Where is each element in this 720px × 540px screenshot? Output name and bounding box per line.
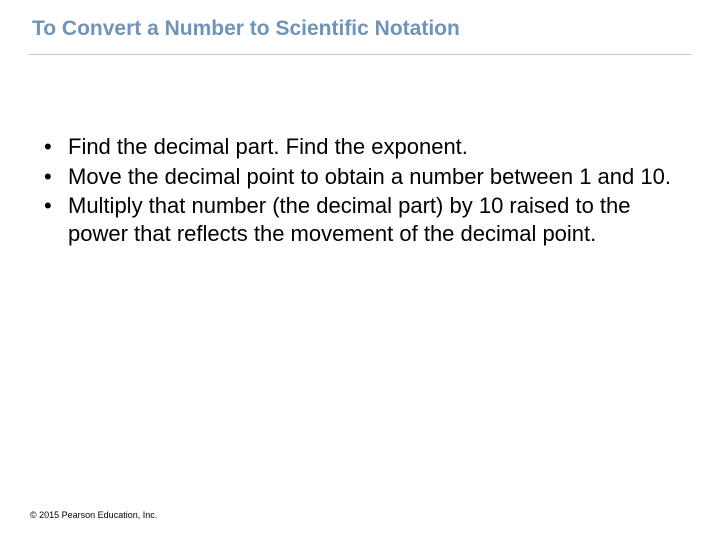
list-item: Move the decimal point to obtain a numbe… xyxy=(40,163,672,191)
copyright-footer: © 2015 Pearson Education, Inc. xyxy=(30,510,157,520)
list-item: Multiply that number (the decimal part) … xyxy=(40,192,672,247)
slide-title: To Convert a Number to Scientific Notati… xyxy=(28,16,692,50)
list-item: Find the decimal part. Find the exponent… xyxy=(40,133,672,161)
slide-body: Find the decimal part. Find the exponent… xyxy=(28,55,692,247)
bullet-list: Find the decimal part. Find the exponent… xyxy=(40,133,672,247)
slide: To Convert a Number to Scientific Notati… xyxy=(0,0,720,540)
